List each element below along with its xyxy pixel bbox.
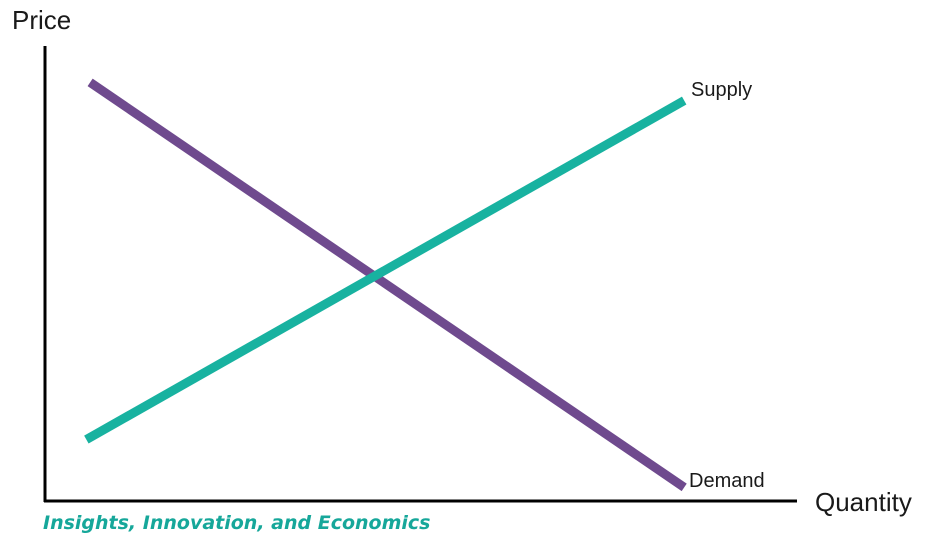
footer-tagline: Insights, Innovation, and Economics <box>43 512 431 534</box>
demand-line <box>87 78 687 492</box>
y-axis-label: Price <box>12 5 71 35</box>
series-lines <box>84 78 687 492</box>
supply-series-label: Supply <box>691 79 752 101</box>
x-axis-label: Quantity <box>815 487 912 517</box>
demand-series-label: Demand <box>689 470 765 492</box>
supply-line <box>84 96 687 444</box>
